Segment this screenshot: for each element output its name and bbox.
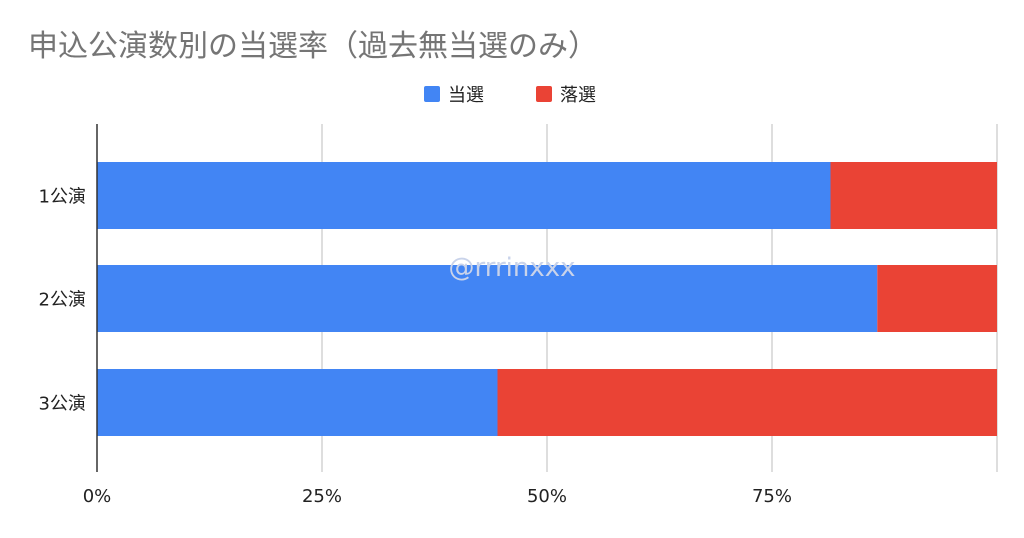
category-label: 1公演 (39, 187, 86, 208)
chart-title: 申込公演数別の当選率（過去無当選のみ） (28, 29, 598, 64)
legend-label: 当選 (448, 85, 484, 106)
bar-won (97, 265, 878, 332)
x-tick-label: 75% (752, 486, 792, 507)
category-label: 3公演 (39, 394, 86, 415)
legend: 当選 落選 (424, 85, 596, 106)
bar-lost (830, 162, 997, 229)
bar-lost (877, 265, 997, 332)
category-label: 2公演 (39, 290, 86, 311)
legend-swatch (536, 86, 552, 102)
x-tick-label: 25% (302, 486, 342, 507)
bar-lost (497, 369, 997, 436)
watermark: @rrrinxxx (448, 253, 575, 283)
legend-swatch (424, 86, 440, 102)
x-tick-label: 0% (83, 486, 112, 507)
bars (97, 162, 997, 436)
category-labels: 1公演 2公演 3公演 (39, 187, 86, 415)
x-tick-labels: 0% 25% 50% 75% (83, 486, 792, 507)
legend-label: 落選 (560, 85, 596, 106)
x-tick-label: 50% (527, 486, 567, 507)
bar-won (97, 162, 831, 229)
bar-won (97, 369, 498, 436)
